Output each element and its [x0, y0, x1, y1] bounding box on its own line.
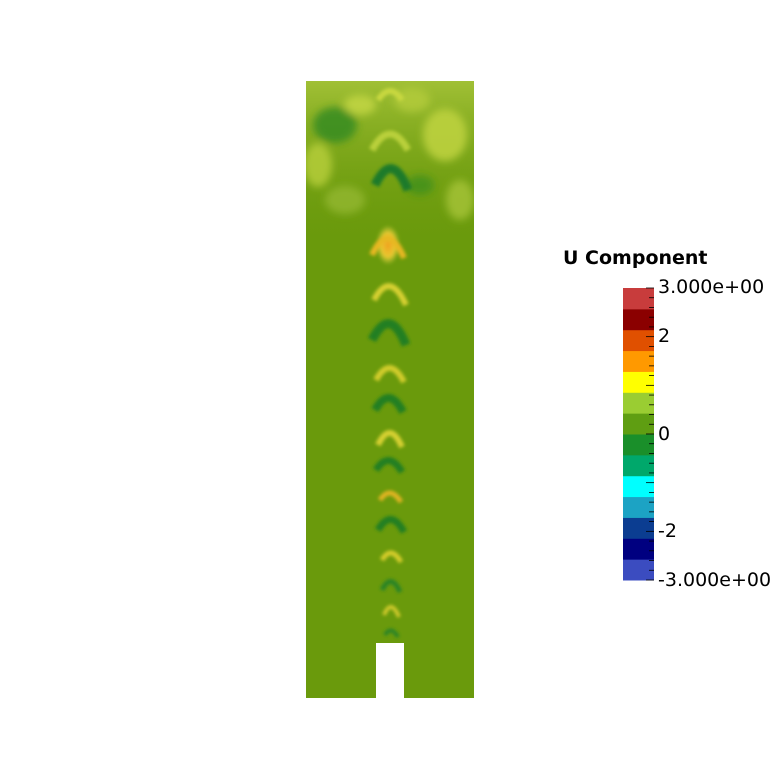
colorbar-swatch — [623, 288, 654, 310]
upper-eddies — [306, 88, 474, 220]
colorbar-swatch — [623, 434, 654, 456]
colorbar-swatch — [623, 475, 654, 498]
colorbar-swatch — [623, 413, 654, 435]
colorbar-swatch — [623, 559, 654, 581]
colorbar-swatch — [623, 329, 654, 352]
colorbar-swatch — [623, 371, 654, 393]
legend-tick-label-neg2: -2 — [658, 520, 677, 542]
colorbar-swatch — [623, 517, 654, 539]
colorbar-swatch — [623, 308, 654, 331]
legend-title: U Component — [563, 247, 708, 269]
flow-domain — [306, 81, 474, 698]
colorbar-swatch — [623, 454, 654, 477]
legend-max-label: 3.000e+00 — [658, 276, 765, 298]
legend-tick-label-2: 2 — [658, 325, 671, 347]
legend-tick-label-0: 0 — [658, 423, 671, 445]
jet-plume — [367, 88, 413, 639]
colorbar-swatch — [623, 350, 654, 372]
colorbar-swatch — [623, 538, 654, 560]
colorbar — [623, 287, 654, 581]
colorbar-swatch — [623, 392, 654, 414]
colorbar-ticks — [646, 287, 654, 581]
colorbar-swatch — [623, 496, 654, 518]
colorbar-swatches — [623, 288, 654, 581]
peak-velocity-spot — [376, 225, 400, 265]
legend-min-label: -3.000e+00 — [658, 569, 772, 591]
